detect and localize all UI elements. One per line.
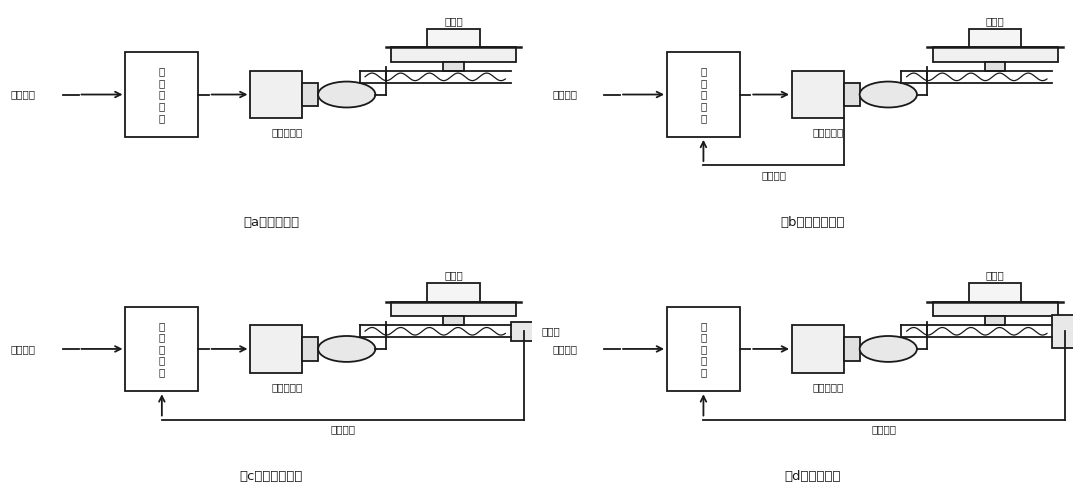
Bar <box>511 322 537 340</box>
Bar <box>667 52 740 137</box>
Bar <box>391 48 516 62</box>
Bar <box>969 283 1021 302</box>
Bar <box>667 306 740 392</box>
Text: （b）半闭环控制: （b）半闭环控制 <box>780 216 846 229</box>
Bar <box>984 316 1006 326</box>
Bar <box>792 326 844 372</box>
Bar <box>844 337 860 360</box>
Bar <box>792 71 844 118</box>
Text: 工作台: 工作台 <box>444 270 463 280</box>
Bar <box>1053 315 1079 348</box>
Text: 伺
服
驱
动
器: 伺 服 驱 动 器 <box>700 66 707 122</box>
Text: （c）半闭环控制: （c）半闭环控制 <box>240 470 302 483</box>
Circle shape <box>860 82 917 108</box>
Text: 指令脉冲: 指令脉冲 <box>553 344 578 354</box>
Text: 伺服电动机: 伺服电动机 <box>813 128 844 138</box>
Text: 伺服电动机: 伺服电动机 <box>271 382 302 392</box>
Bar <box>250 71 302 118</box>
Bar <box>427 283 479 302</box>
Bar <box>391 302 516 316</box>
Text: 指令脉冲: 指令脉冲 <box>11 344 36 354</box>
Text: （a）开环控制: （a）开环控制 <box>243 216 299 229</box>
Text: 位置反馈: 位置反馈 <box>761 170 786 180</box>
Text: 位置反馈: 位置反馈 <box>331 424 356 434</box>
Circle shape <box>860 336 917 362</box>
Text: 位置反馈: 位置反馈 <box>872 424 896 434</box>
Bar <box>302 337 318 360</box>
Bar <box>443 316 464 326</box>
Text: 编码器: 编码器 <box>542 326 560 336</box>
Text: 指令脉冲: 指令脉冲 <box>553 90 578 100</box>
Bar <box>250 326 302 372</box>
Circle shape <box>318 82 375 108</box>
Bar <box>443 62 464 71</box>
Text: 伺
服
驱
动
器: 伺 服 驱 动 器 <box>700 320 707 377</box>
Text: 伺
服
驱
动
器: 伺 服 驱 动 器 <box>158 320 165 377</box>
Circle shape <box>318 336 375 362</box>
Bar <box>932 302 1058 316</box>
Bar <box>302 82 318 106</box>
Bar <box>984 62 1006 71</box>
Text: 指令脉冲: 指令脉冲 <box>11 90 36 100</box>
Text: 步进电动机: 步进电动机 <box>271 128 302 138</box>
Text: 工作台: 工作台 <box>985 270 1005 280</box>
Bar <box>126 306 198 392</box>
Bar <box>844 82 860 106</box>
Text: 伺服电动机: 伺服电动机 <box>813 382 844 392</box>
Text: 工作台: 工作台 <box>444 16 463 26</box>
Text: （d）闭环控制: （d）闭环控制 <box>785 470 841 483</box>
Bar <box>969 28 1021 48</box>
Bar <box>427 28 479 48</box>
Bar <box>932 48 1058 62</box>
Text: 工作台: 工作台 <box>985 16 1005 26</box>
Bar <box>126 52 198 137</box>
Text: 步
进
驱
动
器: 步 进 驱 动 器 <box>158 66 165 122</box>
